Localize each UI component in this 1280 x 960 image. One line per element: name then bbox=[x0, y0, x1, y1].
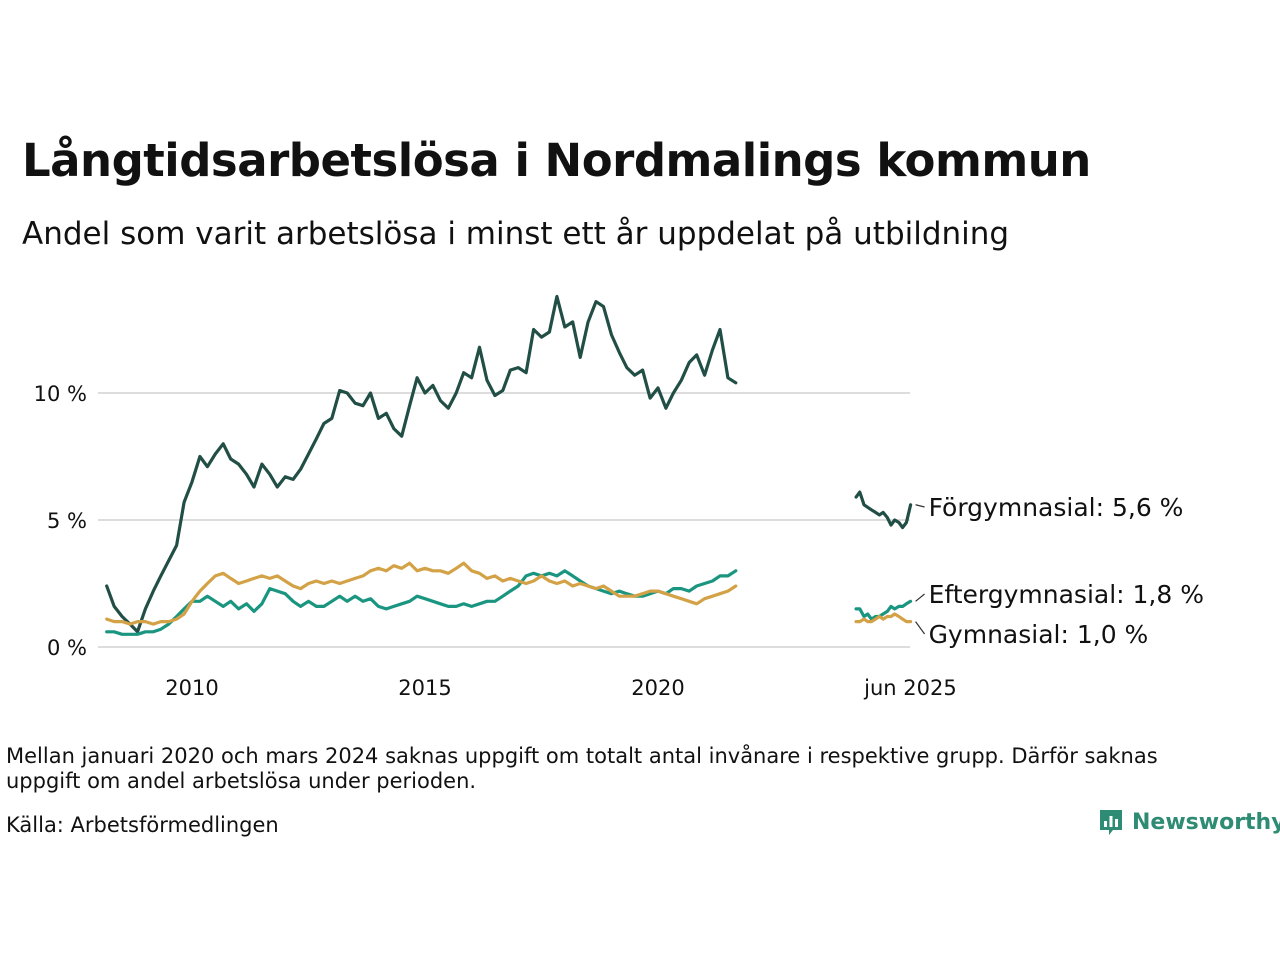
y-tick-label: 0 % bbox=[47, 636, 87, 660]
label-leader-line bbox=[915, 593, 925, 602]
label-leader-line bbox=[915, 504, 925, 508]
line-chart: 0 % 5 % 10 % 2010 2015 2020 jun 2025 Förgymna… bbox=[34, 294, 1204, 700]
series-line-gymnasial-0 bbox=[105, 561, 738, 626]
x-tick-label: 2010 bbox=[165, 676, 218, 700]
y-tick-label: 5 % bbox=[47, 509, 87, 533]
series-end-labels: Förgymnasial: 5,6 % Eftergymnasial: 1,8 %… bbox=[915, 493, 1204, 649]
bar-chart-speech-bubble-icon bbox=[1100, 810, 1122, 835]
series-line-eftergymnasial-0 bbox=[105, 569, 738, 636]
series-end-label: Eftergymnasial: 1,8 % bbox=[929, 580, 1204, 609]
series-line-gymnasial-1 bbox=[854, 612, 913, 624]
label-leader-line bbox=[915, 621, 926, 635]
series-end-label: Gymnasial: 1,0 % bbox=[929, 620, 1149, 649]
x-tick-label: 2020 bbox=[631, 676, 684, 700]
gridlines bbox=[98, 392, 910, 648]
newsworthy-logo: Newsworthy bbox=[1098, 808, 1280, 836]
x-axis: 2010 2015 2020 jun 2025 bbox=[165, 676, 956, 700]
chart-title: Långtidsarbetslösa i Nordmalings kommun bbox=[22, 134, 1091, 187]
x-tick-label: 2015 bbox=[398, 676, 451, 700]
footnote: Mellan januari 2020 och mars 2024 saknas… bbox=[6, 744, 1158, 793]
series-end-label: Förgymnasial: 5,6 % bbox=[929, 493, 1184, 522]
series-line-förgymnasial-0 bbox=[105, 294, 738, 634]
brand-name: Newsworthy bbox=[1132, 809, 1280, 835]
source-text: Källa: Arbetsförmedlingen bbox=[6, 813, 279, 837]
y-tick-label: 10 % bbox=[34, 382, 87, 406]
series-line-förgymnasial-1 bbox=[854, 490, 913, 530]
series-lines bbox=[105, 294, 913, 636]
chart-subtitle: Andel som varit arbetslösa i minst ett å… bbox=[22, 216, 1010, 252]
x-tick-label: jun 2025 bbox=[863, 676, 957, 700]
series-line-eftergymnasial-1 bbox=[854, 599, 913, 621]
y-axis: 0 % 5 % 10 % bbox=[34, 382, 87, 660]
